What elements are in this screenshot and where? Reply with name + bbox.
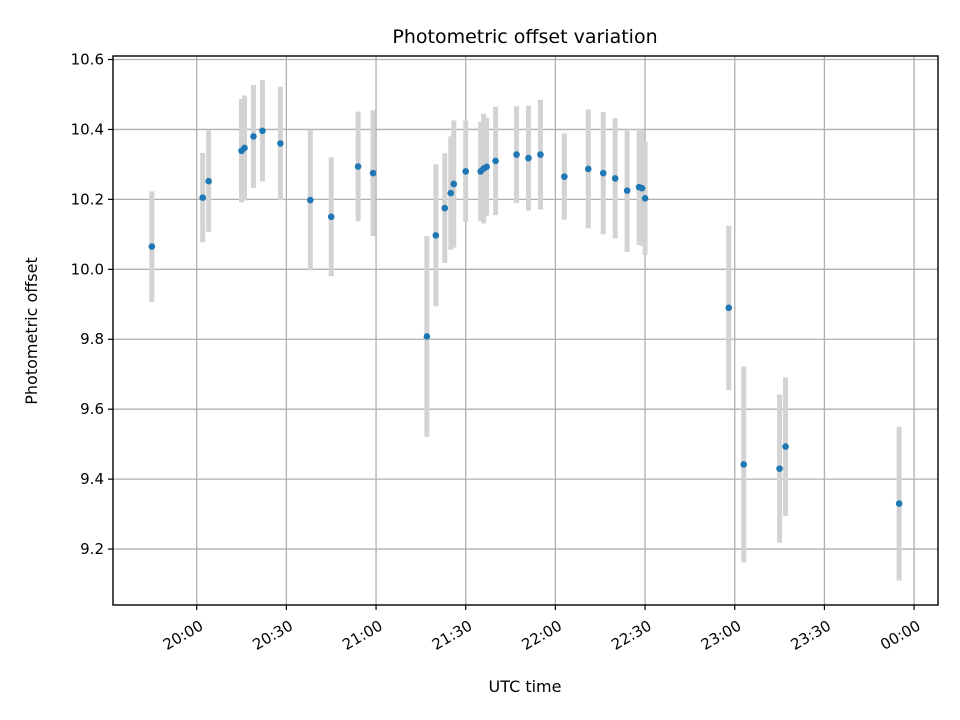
data-point <box>327 213 335 221</box>
data-point <box>441 204 449 212</box>
y-tick-label: 9.4 <box>80 470 104 488</box>
data-point <box>450 180 458 188</box>
x-axis-label: UTC time <box>489 677 562 696</box>
data-point <box>259 127 266 135</box>
y-tick-label: 10.4 <box>71 120 104 138</box>
data-point <box>277 140 284 147</box>
data-point <box>462 168 470 175</box>
chart-title: Photometric offset variation <box>392 26 657 48</box>
data-point <box>623 187 631 194</box>
y-tick-label: 9.6 <box>80 400 104 418</box>
y-tick-label: 10.0 <box>71 260 104 278</box>
y-tick-label: 9.2 <box>80 540 104 558</box>
y-axis-label: Photometric offset <box>22 257 41 405</box>
data-point <box>525 154 532 162</box>
plot-frame <box>112 55 939 606</box>
data-point <box>199 194 206 201</box>
y-tick-label: 10.6 <box>71 50 104 68</box>
data-point <box>205 177 212 185</box>
data-point <box>537 151 544 158</box>
data-point <box>895 500 903 507</box>
data-point <box>776 465 783 472</box>
data-point <box>492 157 499 165</box>
data-point <box>599 169 607 177</box>
data-point <box>354 163 362 170</box>
data-point <box>483 163 490 171</box>
data-point <box>725 304 733 312</box>
data-point <box>641 195 649 202</box>
data-point <box>561 173 568 180</box>
data-point <box>423 333 431 340</box>
data-point <box>782 443 789 450</box>
y-tick-label: 10.2 <box>71 190 104 208</box>
data-point <box>740 461 748 468</box>
data-point <box>447 189 455 197</box>
y-tick-label: 9.8 <box>80 330 104 348</box>
data-point <box>241 144 248 152</box>
data-point <box>148 243 156 250</box>
data-point <box>638 184 646 192</box>
data-point <box>513 151 520 158</box>
data-point <box>432 232 440 239</box>
data-point <box>369 169 377 177</box>
data-point <box>611 175 619 182</box>
data-point <box>306 196 314 204</box>
data-points <box>148 127 903 507</box>
data-point <box>250 133 257 140</box>
data-point <box>584 165 592 173</box>
